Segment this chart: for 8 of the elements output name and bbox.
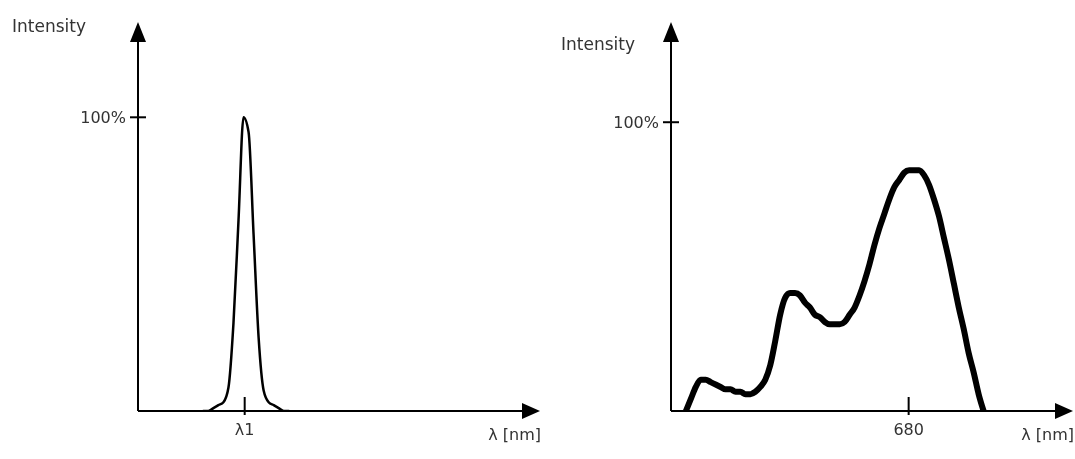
text: λ1 <box>234 420 255 439</box>
x-axis-title: λ [nm] <box>488 425 541 444</box>
text: 100% <box>80 108 126 128</box>
text: 680 <box>893 420 924 439</box>
y-axis-title: Intensity <box>561 34 635 54</box>
text: 100% <box>613 113 659 133</box>
y-axis-title: Intensity <box>12 16 86 36</box>
x-axis-title: λ [nm] <box>1021 425 1074 444</box>
